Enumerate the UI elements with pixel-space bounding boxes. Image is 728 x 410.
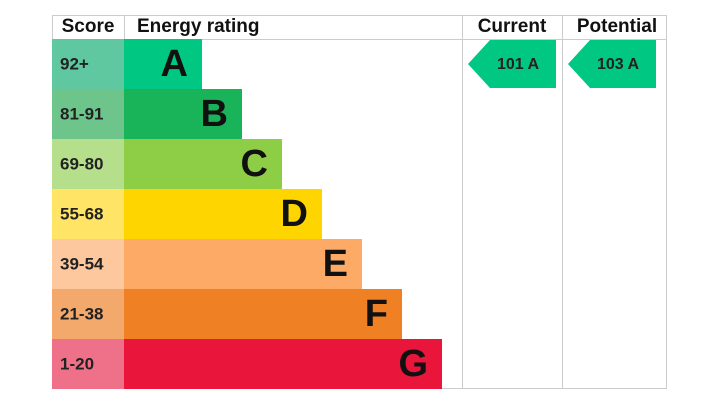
score-label: 81-91	[60, 104, 103, 123]
rating-letter: D	[281, 193, 308, 235]
potential-arrow	[568, 40, 656, 88]
rating-bar	[124, 289, 402, 339]
score-label: 92+	[60, 54, 89, 73]
rating-letter: C	[241, 143, 268, 185]
rating-letter: F	[365, 293, 388, 335]
rating-bar	[124, 339, 442, 389]
score-cell	[52, 339, 124, 389]
rating-bar	[124, 239, 362, 289]
score-label: 55-68	[60, 204, 103, 223]
score-header: Score	[62, 16, 115, 37]
rating-bar	[124, 189, 322, 239]
score-label: 1-20	[60, 354, 94, 373]
score-label: 39-54	[60, 254, 104, 273]
rating-bar	[124, 39, 202, 89]
current-header: Current	[478, 16, 547, 37]
score-cell	[52, 39, 124, 89]
rating-header: Energy rating	[137, 16, 259, 37]
score-label: 69-80	[60, 154, 103, 173]
score-cell	[52, 189, 124, 239]
score-label: 21-38	[60, 304, 103, 323]
rating-letter: B	[201, 93, 228, 135]
potential-label: 103 A	[597, 56, 640, 73]
score-cell	[52, 289, 124, 339]
rating-bar	[124, 139, 282, 189]
rating-bar	[124, 89, 242, 139]
current-label: 101 A	[497, 56, 540, 73]
rating-letter: E	[323, 243, 348, 285]
score-cell	[52, 239, 124, 289]
score-cell	[52, 89, 124, 139]
rating-letter: G	[398, 343, 428, 385]
score-cell	[52, 139, 124, 189]
potential-header: Potential	[577, 16, 657, 37]
current-arrow	[468, 40, 556, 88]
rating-letter: A	[161, 43, 188, 85]
